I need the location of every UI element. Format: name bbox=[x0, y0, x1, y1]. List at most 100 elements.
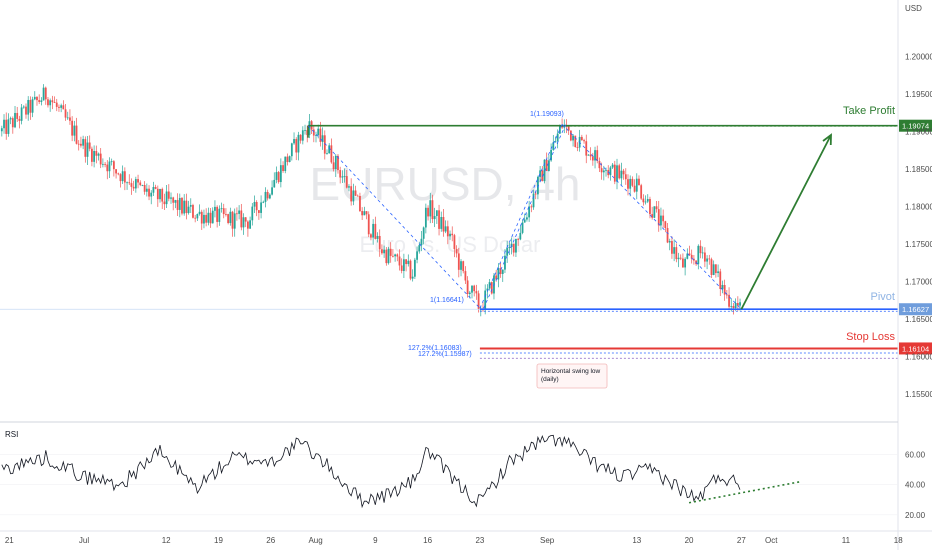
candle-body bbox=[36, 96, 38, 101]
candle-body bbox=[370, 234, 372, 238]
candle-body bbox=[345, 176, 348, 188]
candle-body bbox=[697, 245, 700, 265]
candle-body bbox=[495, 275, 498, 280]
candle-body bbox=[198, 211, 201, 215]
candle-body bbox=[611, 164, 614, 168]
candle-body bbox=[214, 206, 216, 211]
candle-body bbox=[295, 139, 298, 153]
currency-label: USD bbox=[905, 4, 922, 13]
candle-body bbox=[558, 125, 561, 134]
candle-body bbox=[167, 191, 170, 199]
candle-body bbox=[561, 125, 563, 128]
fib-top-label: 1(1.19093) bbox=[530, 111, 564, 118]
candle-body bbox=[389, 248, 392, 256]
candle-body bbox=[664, 221, 667, 229]
candle-body bbox=[22, 106, 25, 108]
candle-body bbox=[411, 276, 414, 279]
candle-body bbox=[101, 163, 104, 165]
candle-body bbox=[266, 191, 269, 199]
candle-body bbox=[508, 247, 511, 248]
candle-body bbox=[567, 125, 570, 131]
candle-body bbox=[139, 182, 142, 186]
candle-body bbox=[9, 118, 12, 120]
candle-body bbox=[591, 156, 594, 161]
candle-body bbox=[53, 102, 56, 103]
candle-body bbox=[657, 209, 660, 226]
candle-body bbox=[618, 165, 621, 179]
candle-body bbox=[238, 210, 241, 214]
fib-low-label: 1(1.16641) bbox=[430, 297, 464, 304]
candle-body bbox=[106, 164, 109, 172]
candle-body bbox=[453, 235, 456, 250]
pivot-tag-label: 1.16627 bbox=[902, 305, 929, 314]
candle-body bbox=[170, 197, 172, 199]
candle-body bbox=[352, 190, 355, 202]
candle-body bbox=[438, 210, 440, 229]
candle-body bbox=[255, 201, 258, 211]
candle-body bbox=[27, 99, 30, 115]
price-tick-label: 1.19000 bbox=[905, 127, 932, 136]
candle-body bbox=[11, 118, 14, 128]
rsi-pane: RSI 60.00 40.00 20.00 bbox=[0, 421, 926, 520]
candle-body bbox=[44, 87, 47, 100]
candle-body bbox=[732, 306, 735, 309]
stop-loss-label: Stop Loss bbox=[846, 331, 895, 343]
time-tick-label: 26 bbox=[266, 536, 275, 545]
candle-body bbox=[323, 135, 326, 154]
time-tick-label: Jul bbox=[79, 536, 89, 545]
candle-body bbox=[165, 191, 168, 205]
candle-body bbox=[622, 170, 625, 175]
candle-body bbox=[398, 256, 401, 266]
price-axis[interactable]: USD 1.20000 1.19500 1.19000 1.18500 1.18000 1… bbox=[897, 0, 932, 550]
candle-body bbox=[512, 243, 515, 253]
candle-body bbox=[376, 235, 379, 239]
candle-body bbox=[594, 150, 596, 161]
candle-body bbox=[662, 215, 665, 222]
candle-body bbox=[499, 268, 502, 274]
rsi-tick-label: 20.00 bbox=[905, 511, 926, 520]
candle-body bbox=[616, 165, 618, 182]
price-tick-label: 1.16500 bbox=[905, 315, 932, 324]
candle-body bbox=[545, 159, 548, 171]
price-tick-label: 1.16000 bbox=[905, 352, 932, 361]
swing-note[interactable]: Horizontal swing low (daily) bbox=[536, 363, 608, 389]
candle-body bbox=[402, 259, 405, 271]
time-axis[interactable]: 21 Jul 12 19 26 Aug 9 16 23 Sep 13 20 27 Oct 11 18 bbox=[0, 530, 932, 545]
candle-body bbox=[82, 139, 85, 146]
price-tick-label: 1.17500 bbox=[905, 240, 932, 249]
projection-arrow[interactable] bbox=[740, 134, 832, 310]
time-tick-label: 11 bbox=[842, 536, 851, 545]
candle-body bbox=[457, 253, 460, 270]
candle-body bbox=[719, 271, 722, 289]
candle-body bbox=[137, 179, 139, 183]
candle-body bbox=[321, 135, 324, 142]
candle-body bbox=[383, 249, 386, 254]
rsi-title: RSI bbox=[5, 430, 18, 439]
candle-body bbox=[58, 106, 60, 108]
candle-body bbox=[178, 197, 181, 210]
candle-body bbox=[688, 253, 691, 255]
candle-body bbox=[550, 149, 552, 161]
candle-body bbox=[420, 238, 423, 246]
candle-body bbox=[690, 254, 693, 259]
candle-body bbox=[413, 259, 416, 277]
fib-ext-label-1: 127.2%(1.16083) bbox=[408, 345, 462, 352]
candles-layer bbox=[0, 84, 741, 317]
candle-body bbox=[359, 195, 361, 212]
candle-body bbox=[183, 200, 186, 214]
candle-body bbox=[253, 201, 256, 207]
candle-body bbox=[455, 249, 458, 254]
candle-body bbox=[123, 171, 126, 183]
candle-body bbox=[572, 135, 574, 141]
candle-body bbox=[400, 265, 403, 271]
projection-arrow-head bbox=[822, 133, 832, 146]
rsi-divergence-line[interactable] bbox=[688, 480, 802, 504]
candle-body bbox=[526, 217, 528, 220]
candle-body bbox=[464, 271, 467, 281]
candle-body bbox=[284, 156, 287, 172]
candle-body bbox=[110, 161, 113, 163]
time-tick-label: 12 bbox=[162, 536, 171, 545]
candle-body bbox=[372, 223, 375, 238]
candle-body bbox=[477, 293, 480, 310]
candle-body bbox=[97, 153, 100, 156]
